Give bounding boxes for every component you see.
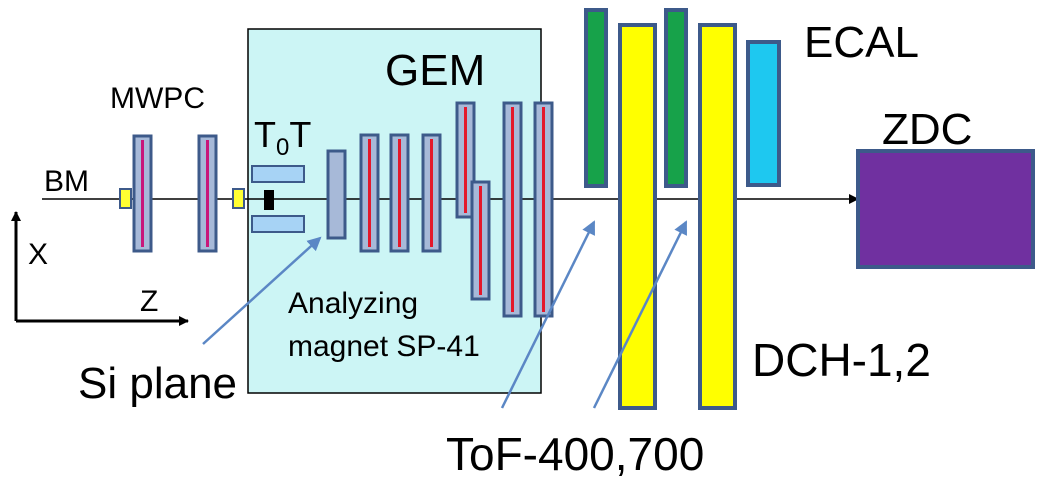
tof-label: ToF-400,700 <box>446 428 704 480</box>
si-plane-lower <box>251 215 305 233</box>
tof-400-detector <box>584 8 608 188</box>
gem-station-6 <box>502 101 523 318</box>
dch-1-detector <box>618 23 657 410</box>
gem-station-3 <box>389 133 410 253</box>
dch-2-detector <box>698 23 737 410</box>
gem-station-7 <box>533 101 554 318</box>
tof-700-pointer-arrow <box>592 220 688 409</box>
mwpc-chamber-2 <box>197 134 218 253</box>
bm-label: BM <box>44 165 89 198</box>
gem-label: GEM <box>385 46 485 95</box>
si-plane-label: Si plane <box>78 359 237 408</box>
magnet-label-line2: magnet SP-41 <box>288 330 480 363</box>
t0t-label-subscript: 0 <box>276 134 289 161</box>
coordinate-axes <box>11 211 189 326</box>
tof-400-pointer-arrow <box>500 220 596 409</box>
dch-label: DCH-1,2 <box>752 334 931 386</box>
magnet-label-line1: Analyzing <box>288 287 418 320</box>
gem-station-4 <box>421 133 442 253</box>
gem-station-2 <box>359 133 380 253</box>
gem-station-5 <box>455 101 491 301</box>
gem-station-1 <box>326 149 347 240</box>
ecal-detector <box>746 40 781 187</box>
mwpc-chamber-1 <box>132 134 153 253</box>
si-plane-pointer-arrow <box>202 236 322 345</box>
t0t-label-tail: T <box>289 114 311 155</box>
t0t-label-main: T <box>254 114 276 155</box>
axis-z-label: Z <box>140 285 158 318</box>
beam-monitor-2 <box>232 188 245 209</box>
t0t-label: T0T <box>254 114 311 161</box>
si-plane-upper <box>251 165 305 183</box>
beam-monitor-1 <box>119 188 132 209</box>
ecal-label: ECAL <box>804 18 919 67</box>
tof-700-detector <box>664 8 688 188</box>
target <box>264 190 274 210</box>
zdc-detector <box>856 149 1035 269</box>
zdc-label: ZDC <box>882 105 972 154</box>
axis-x-label: X <box>28 238 48 271</box>
mwpc-label: MWPC <box>110 82 205 115</box>
